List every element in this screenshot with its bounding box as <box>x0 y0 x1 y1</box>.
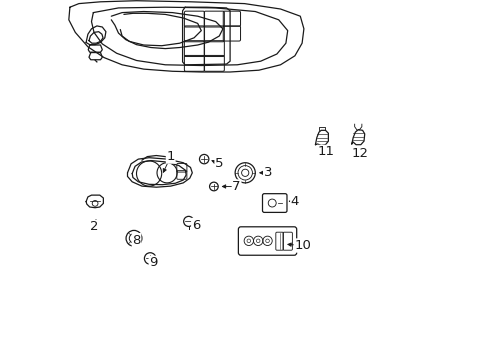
Text: 1: 1 <box>166 150 175 163</box>
Text: 6: 6 <box>191 219 200 231</box>
Text: 4: 4 <box>290 195 299 208</box>
Text: 9: 9 <box>149 256 157 269</box>
Text: 11: 11 <box>317 145 334 158</box>
Text: 8: 8 <box>132 234 141 247</box>
Text: 3: 3 <box>263 166 272 179</box>
Text: 10: 10 <box>294 239 311 252</box>
Text: 2: 2 <box>90 220 99 233</box>
Text: 12: 12 <box>350 147 367 159</box>
Text: 7: 7 <box>232 180 240 193</box>
Text: 5: 5 <box>215 157 223 170</box>
